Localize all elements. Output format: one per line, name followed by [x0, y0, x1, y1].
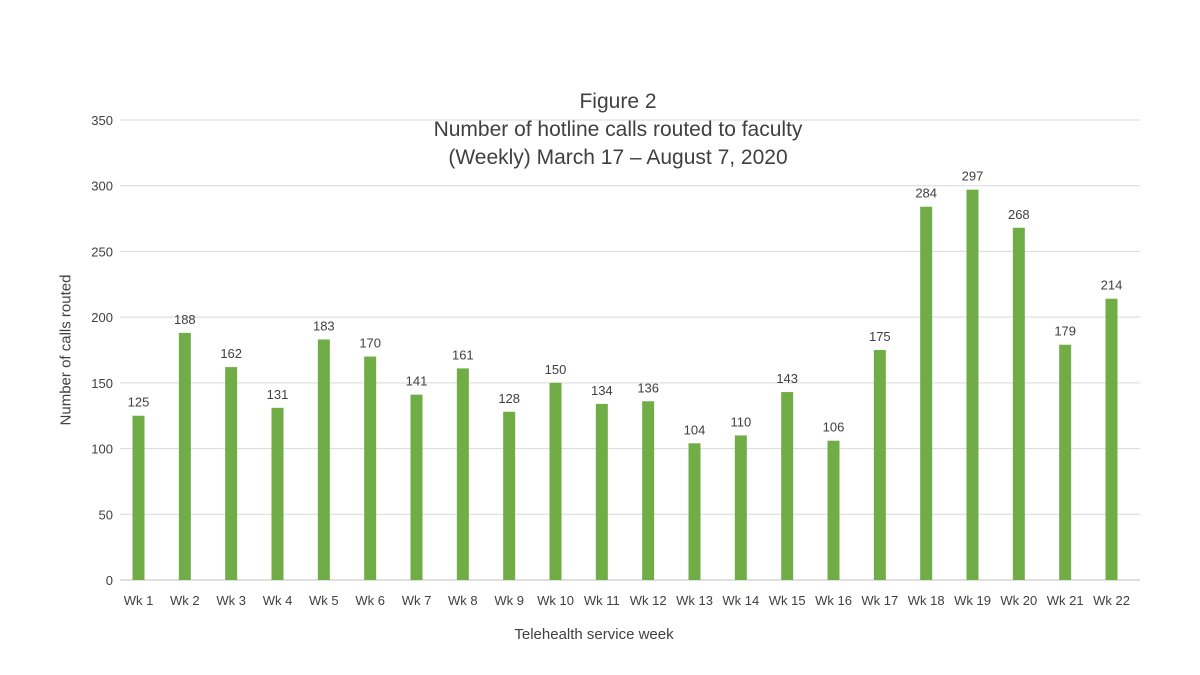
bar — [1012, 227, 1025, 580]
x-tick-label: Wk 12 — [630, 593, 667, 608]
x-tick-label: Wk 19 — [954, 593, 991, 608]
x-tick-label: Wk 13 — [676, 593, 713, 608]
bar — [734, 435, 747, 580]
data-label: 128 — [498, 391, 520, 406]
y-tick-label: 50 — [99, 507, 113, 522]
bar — [503, 411, 516, 580]
x-tick-label: Wk 11 — [584, 593, 620, 608]
data-label: 297 — [962, 169, 984, 184]
bar — [364, 356, 377, 580]
data-label: 188 — [174, 312, 196, 327]
data-label: 183 — [313, 318, 335, 333]
bar — [178, 332, 191, 580]
x-tick-label: Wk 16 — [815, 593, 852, 608]
bar — [317, 339, 330, 580]
bar — [642, 401, 655, 580]
data-label: 143 — [776, 371, 798, 386]
data-label: 104 — [684, 422, 706, 437]
x-tick-label: Wk 3 — [216, 593, 246, 608]
x-tick-label: Wk 22 — [1093, 593, 1130, 608]
x-tick-label: Wk 9 — [494, 593, 524, 608]
data-label: 268 — [1008, 207, 1030, 222]
y-tick-label: 150 — [91, 376, 113, 391]
bar — [1105, 298, 1118, 580]
chart-title-line-1: Figure 2 — [579, 90, 657, 113]
x-axis-title: Telehealth service week — [514, 626, 674, 643]
y-tick-label: 0 — [106, 573, 113, 588]
y-tick-label: 300 — [91, 179, 113, 194]
bar — [781, 392, 794, 580]
bar — [410, 394, 423, 580]
x-tick-label: Wk 7 — [402, 593, 432, 608]
x-tick-label: Wk 14 — [722, 593, 759, 608]
data-label: 136 — [637, 380, 659, 395]
x-tick-label: Wk 18 — [908, 593, 945, 608]
x-tick-label: Wk 2 — [170, 593, 200, 608]
bar — [456, 368, 469, 580]
data-label: 284 — [915, 186, 937, 201]
x-tick-label: Wk 20 — [1000, 593, 1037, 608]
bar — [271, 407, 284, 580]
bar — [1059, 344, 1072, 580]
data-label: 131 — [267, 387, 289, 402]
data-label: 134 — [591, 383, 613, 398]
y-tick-label: 350 — [91, 113, 113, 128]
data-label: 150 — [545, 362, 567, 377]
bar — [873, 350, 886, 580]
chart-title-line-3: (Weekly) March 17 – August 7, 2020 — [448, 146, 788, 169]
y-axis-title: Number of calls routed — [57, 274, 75, 426]
data-label: 141 — [406, 374, 428, 389]
x-tick-label: Wk 5 — [309, 593, 339, 608]
data-label: 106 — [823, 420, 845, 435]
bar — [827, 440, 840, 580]
data-label: 161 — [452, 347, 474, 362]
bar — [688, 443, 701, 580]
chart-title: Figure 2 Number of hotline calls routed … — [318, 88, 918, 172]
x-tick-label: Wk 4 — [263, 593, 293, 608]
data-label: 125 — [128, 395, 150, 410]
chart-title-line-2: Number of hotline calls routed to facult… — [433, 118, 803, 141]
bar — [549, 382, 562, 580]
y-tick-label: 200 — [91, 310, 113, 325]
x-tick-label: Wk 15 — [769, 593, 806, 608]
x-tick-label: Wk 1 — [124, 593, 154, 608]
data-label: 162 — [220, 346, 242, 361]
bar — [595, 403, 608, 580]
data-label: 110 — [730, 414, 751, 429]
data-label: 179 — [1054, 324, 1076, 339]
bar — [920, 206, 933, 580]
y-tick-label: 250 — [91, 244, 113, 259]
x-tick-label: Wk 10 — [537, 593, 574, 608]
x-tick-label: Wk 17 — [861, 593, 898, 608]
x-tick-label: Wk 8 — [448, 593, 478, 608]
bar — [225, 367, 238, 580]
x-tick-label: Wk 21 — [1047, 593, 1084, 608]
x-tick-label: Wk 6 — [355, 593, 385, 608]
data-label: 214 — [1101, 278, 1123, 293]
data-label: 170 — [359, 336, 381, 351]
bar — [132, 415, 145, 580]
bar — [966, 189, 979, 580]
y-tick-label: 100 — [91, 442, 113, 457]
data-label: 175 — [869, 329, 891, 344]
